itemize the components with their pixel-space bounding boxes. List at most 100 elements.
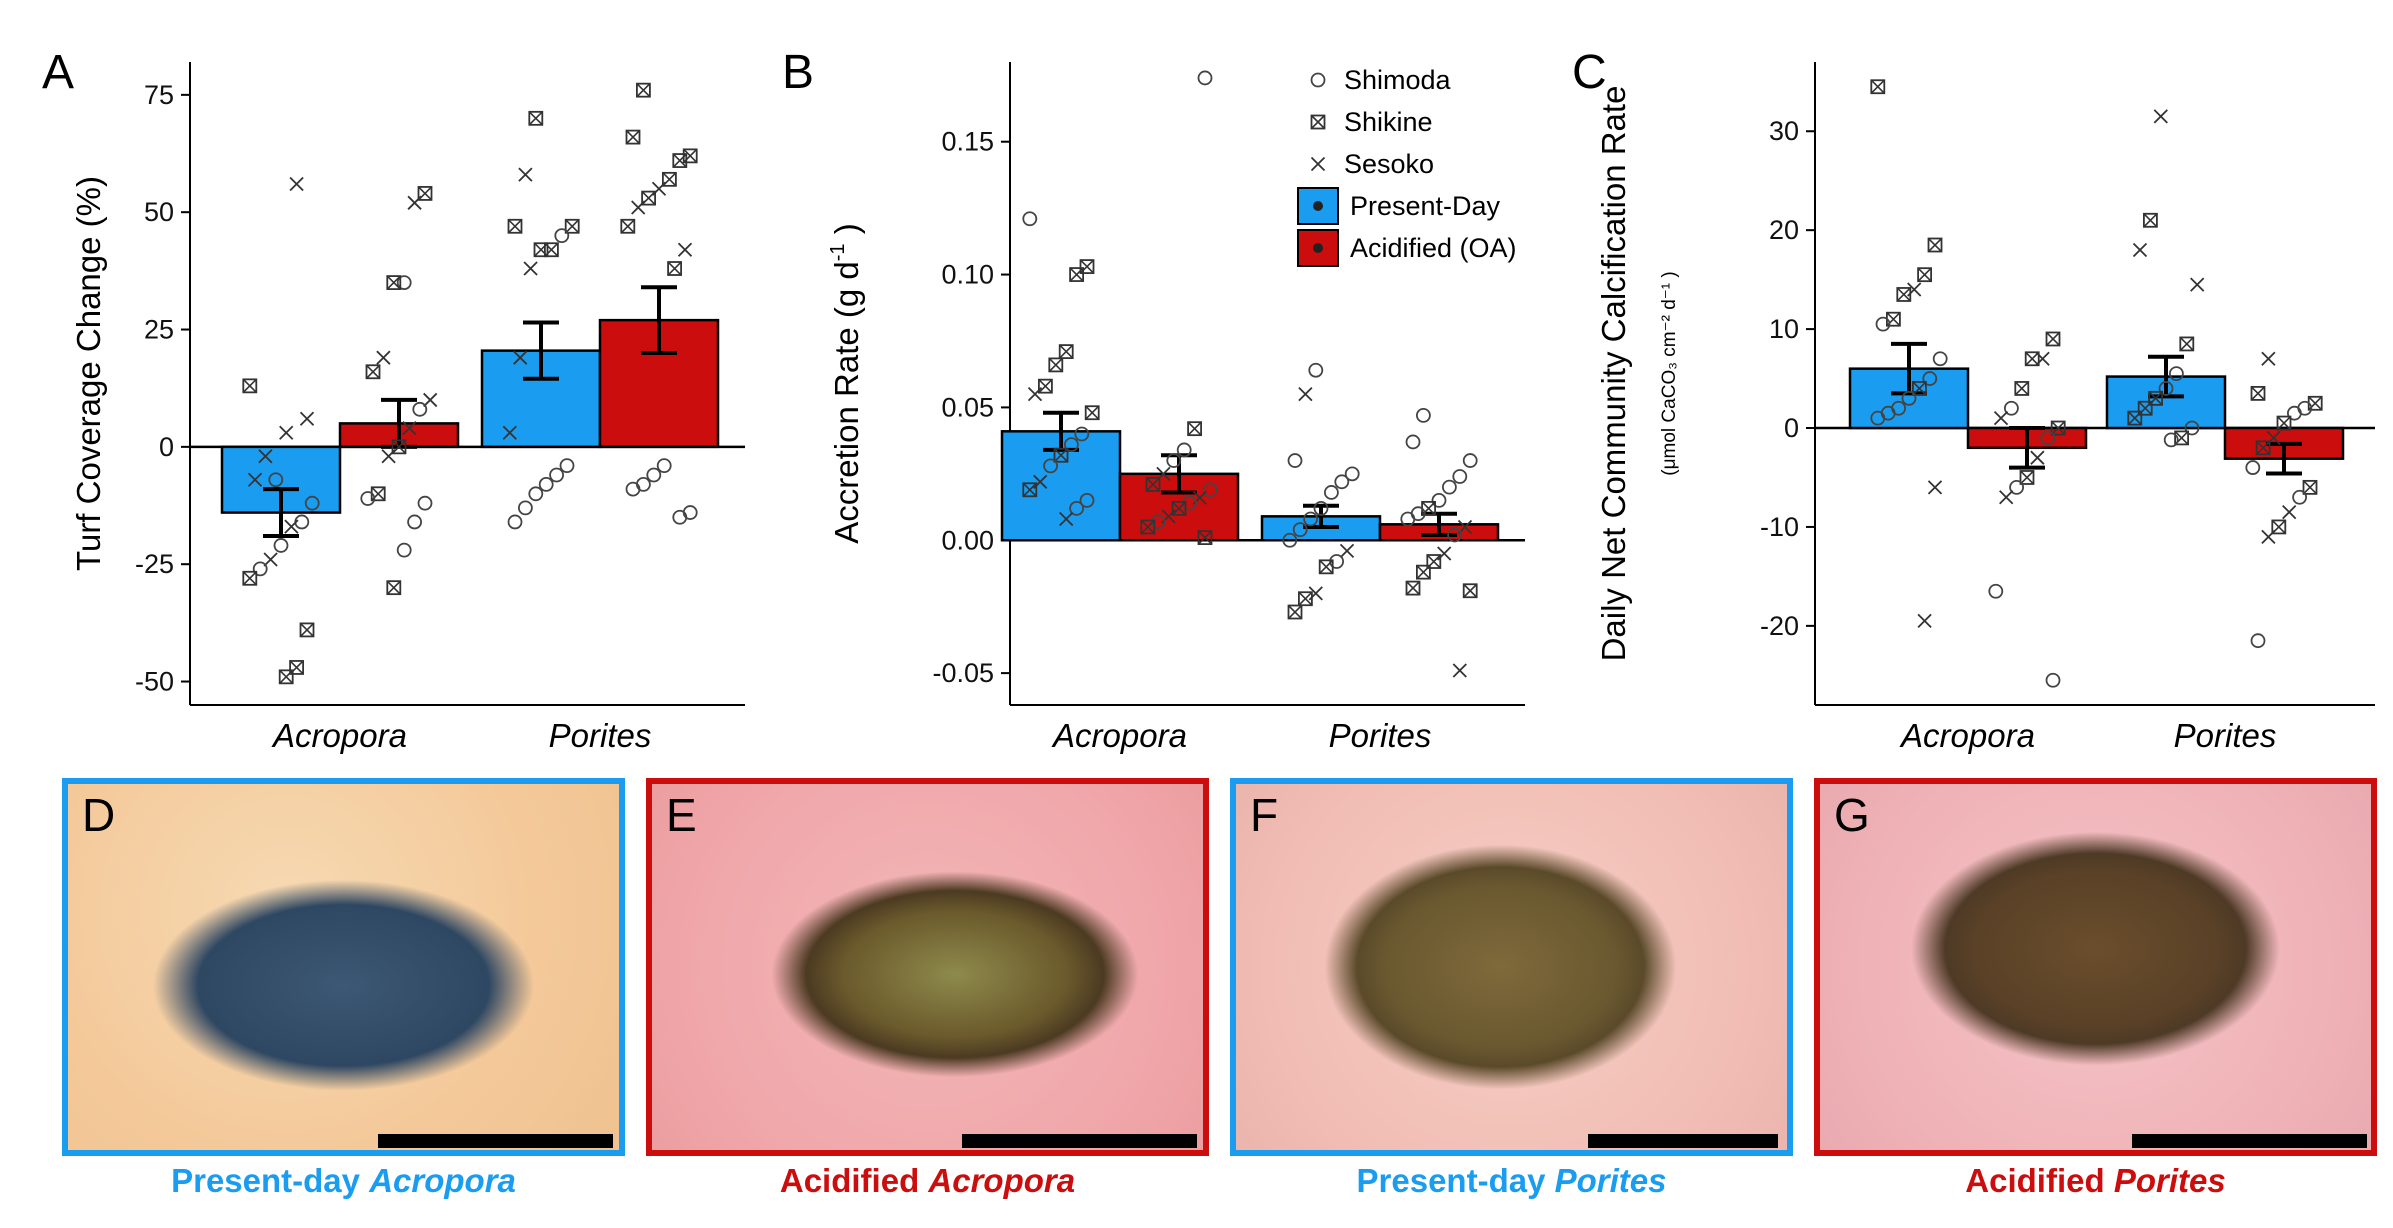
point-box <box>564 218 580 234</box>
point-shimoda-circle <box>518 500 533 516</box>
point-sesoko-x <box>284 519 299 534</box>
point-shikine-boxed-x <box>1462 583 1478 599</box>
point-sesoko-x <box>381 449 396 464</box>
point-cross <box>565 219 580 234</box>
point-box <box>2014 381 2030 396</box>
point-shikine-boxed-x <box>2179 336 2195 352</box>
point-sesoko-x <box>1452 663 1467 678</box>
point-box <box>391 439 407 455</box>
x-category-label: Porites <box>1329 717 1432 754</box>
point-shikine-boxed-x <box>386 275 402 290</box>
point-shimoda-circle <box>625 481 641 497</box>
point-shimoda-circle <box>1324 485 1339 500</box>
point-cross <box>528 111 543 126</box>
point-shikine-boxed-x <box>2250 385 2266 401</box>
point-shimoda-circle <box>1287 453 1303 468</box>
point-cross <box>2045 331 2061 347</box>
y-tick-label: -20 <box>1760 611 1799 641</box>
point-shikine-boxed-x <box>2137 400 2153 416</box>
point-box <box>544 242 559 258</box>
point-shimoda-circle <box>2004 400 2019 416</box>
point-shikine-boxed-x <box>1145 477 1161 492</box>
point-sesoko-x <box>518 167 533 182</box>
point-shimoda-circle <box>1431 493 1447 508</box>
point-cross <box>1870 79 1885 94</box>
point-shimoda-circle <box>1875 316 1891 332</box>
point-shikine-boxed-x <box>507 218 523 234</box>
x-category-label: Acropora <box>1051 717 1187 754</box>
y-tick-label: 30 <box>1769 116 1799 146</box>
point-cross <box>533 242 549 257</box>
y-tick-label: -0.05 <box>932 658 994 688</box>
y-tick-label: 20 <box>1769 215 1799 245</box>
point-shimoda-circle <box>1176 442 1192 458</box>
point-shimoda-circle <box>1922 371 1938 386</box>
legend-site-label: Shimoda <box>1344 65 1452 95</box>
scale-bar <box>2132 1134 2367 1148</box>
scale-bar <box>962 1134 1197 1148</box>
point-shimoda-circle <box>1452 469 1468 484</box>
point-cross <box>636 83 651 98</box>
point-box <box>2045 331 2061 347</box>
point-box <box>417 186 433 201</box>
point-shikine-boxed-x <box>1140 519 1156 535</box>
point-shimoda-circle <box>1308 362 1324 378</box>
caption-genus: Porites <box>1554 1162 1667 1199</box>
caption-prefix: Present-day <box>1356 1162 1555 1199</box>
legend-swatch <box>1297 229 1339 267</box>
y-axis-title: Turf Coverage Change (%) <box>70 176 107 571</box>
point-cross <box>299 622 315 637</box>
point-box <box>1048 357 1064 373</box>
point-shimoda-circle <box>646 467 662 483</box>
point-shikine-boxed-x <box>1405 580 1421 596</box>
point-shikine-boxed-x <box>242 570 258 586</box>
point-shikine-boxed-x <box>1197 530 1213 546</box>
point-box <box>1022 482 1038 498</box>
point-cross <box>667 261 682 276</box>
point-sesoko-x <box>1999 490 2014 505</box>
point-shimoda-circle <box>554 228 570 244</box>
point-shimoda-circle <box>1988 583 2004 599</box>
point-shikine-boxed-x <box>528 110 544 126</box>
y-axis-title: Daily Net Community Calcification Rate <box>1595 86 1632 662</box>
point-box <box>278 669 294 685</box>
y-tick-label: 0 <box>159 432 174 462</box>
point-shikine-boxed-x <box>2276 415 2292 431</box>
point-shikine-boxed-x <box>625 129 641 145</box>
point-shimoda-circle <box>2168 366 2184 382</box>
point-box <box>365 364 381 380</box>
point-shikine-boxed-x <box>672 153 688 168</box>
legend: Shimoda Shikine Sesoko Present-Day Acidified… <box>1297 65 1517 267</box>
point-sesoko-x <box>2282 504 2297 520</box>
point-shikine-boxed-x <box>1058 344 1074 360</box>
point-box <box>528 110 544 126</box>
point-box <box>1917 267 1932 283</box>
point-shimoda-circle <box>273 538 289 553</box>
point-shikine-boxed-x <box>2019 470 2035 485</box>
coral-photo-image <box>1236 784 1787 1150</box>
y-tick-label: 0.10 <box>941 260 994 290</box>
point-box <box>1310 114 1326 130</box>
point-shimoda-circle <box>2184 420 2200 436</box>
point-shikine-boxed-x <box>620 218 636 234</box>
point-cross <box>1048 357 1063 372</box>
point-sesoko-x <box>289 176 304 192</box>
panel-a-turf-coverage: A -50 -25 0 25 50 75 Acropora Porites Turf Covera… <box>42 46 745 754</box>
y-tick-label: 0.00 <box>941 525 994 555</box>
point-box <box>1870 79 1886 95</box>
bar-acidified <box>1118 472 1240 542</box>
point-cross <box>1310 114 1326 130</box>
y-tick-label: 0 <box>1784 413 1799 443</box>
point-shimoda-circle <box>1282 532 1298 548</box>
point-shimoda-circle <box>2009 479 2024 495</box>
y-tick-label: 75 <box>144 80 174 110</box>
legend-swatch-dot <box>1313 201 1323 211</box>
point-box <box>2024 351 2040 367</box>
point-shikine-boxed-x <box>1318 559 1334 575</box>
error-bar <box>1303 503 1339 529</box>
point-sesoko-x <box>402 420 417 436</box>
point-shimoda-circle <box>1344 466 1360 482</box>
point-shimoda-circle <box>1416 407 1431 423</box>
point-sesoko-x <box>1339 543 1355 559</box>
point-box <box>672 153 688 168</box>
